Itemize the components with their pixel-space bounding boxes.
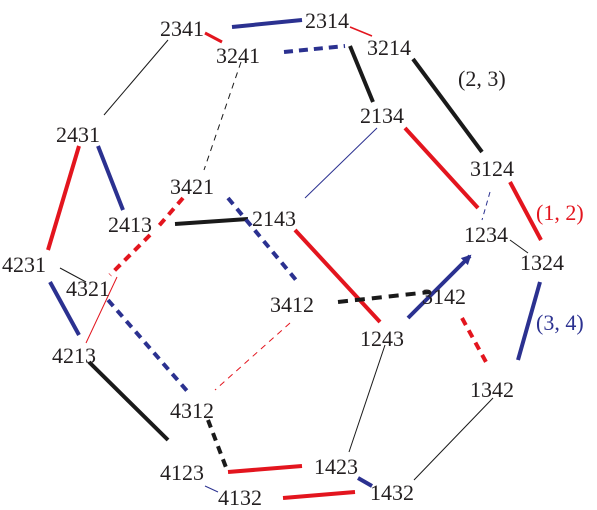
edge-3421-3412	[226, 196, 298, 282]
edge-4231-4321	[59, 267, 87, 283]
edge-3124-1324	[508, 181, 543, 241]
edge-2413-4321	[108, 233, 152, 277]
node-3142: 3142	[422, 284, 466, 309]
edge-1243-1234	[406, 254, 472, 320]
edge-4123-4132	[204, 485, 219, 493]
edge-2431-4231	[46, 145, 81, 251]
node-2431: 2431	[56, 122, 100, 147]
edge-3412-3142	[337, 290, 431, 304]
edge-2413-2143	[174, 217, 249, 226]
node-3421: 3421	[170, 174, 214, 199]
node-1423: 1423	[314, 454, 358, 479]
node-4132: 4132	[218, 485, 262, 510]
edge-3214-3124	[411, 57, 484, 154]
edge-3214-2134	[348, 45, 375, 103]
edge-4321-4213	[85, 276, 118, 344]
edge-4231-4213	[48, 281, 81, 336]
node-1243: 1243	[360, 326, 404, 351]
node-1342: 1342	[470, 377, 514, 402]
node-1324: 1324	[520, 250, 564, 275]
edge-4132-1432	[282, 490, 356, 500]
generator-label-1-2: (1, 2)	[536, 200, 584, 225]
edge-3241-3214	[283, 44, 346, 54]
edge-1342-1432	[413, 397, 494, 481]
edge-4123-1423	[227, 464, 303, 474]
node-2134: 2134	[360, 103, 404, 128]
edge-2134-3124	[403, 126, 480, 210]
node-2413: 2413	[108, 212, 152, 237]
generator-label-3-4: (3, 4)	[536, 310, 584, 335]
edge-2341-3241	[204, 31, 223, 44]
edge-3241-3421	[203, 61, 242, 171]
generator-labels: (2, 3) (1, 2) (3, 4)	[458, 66, 584, 335]
node-1234: 1234	[464, 222, 508, 247]
edge-2341-2431	[103, 39, 169, 116]
edges	[46, 18, 543, 500]
node-1432: 1432	[370, 480, 414, 505]
edge-3124-1234	[481, 191, 491, 221]
node-4321: 4321	[66, 276, 110, 301]
edge-2341-2314	[231, 18, 303, 29]
node-2143: 2143	[252, 206, 296, 231]
node-4231: 4231	[2, 252, 46, 277]
edge-3421-2413	[155, 196, 185, 230]
edge-2314-3214	[349, 26, 373, 37]
node-4312: 4312	[170, 398, 214, 423]
node-2314: 2314	[305, 8, 349, 33]
node-3412: 3412	[270, 292, 314, 317]
edge-2431-2413	[96, 145, 125, 211]
edge-3412-4312	[214, 322, 291, 391]
node-4123: 4123	[160, 460, 204, 485]
edge-1324-1342	[516, 281, 542, 361]
node-3214: 3214	[367, 35, 411, 60]
generator-label-2-3: (2, 3)	[458, 66, 506, 91]
edge-4213-4123	[87, 360, 170, 442]
node-4213: 4213	[52, 343, 96, 368]
edge-1243-1423	[348, 344, 386, 453]
edge-2143-1243	[293, 228, 382, 324]
nodes: 2341 2314 3241 3214 2431 2134 3421 3124 …	[2, 8, 564, 510]
edge-3142-1342	[460, 317, 488, 363]
edge-4312-4123	[206, 419, 229, 471]
edge-2134-2143	[304, 127, 378, 199]
edge-1423-1432	[357, 476, 373, 488]
node-3241: 3241	[216, 43, 260, 68]
node-3124: 3124	[470, 156, 514, 181]
node-2341: 2341	[160, 16, 204, 41]
edge-4321-4312	[106, 298, 190, 394]
edge-1234-1324	[509, 239, 529, 254]
